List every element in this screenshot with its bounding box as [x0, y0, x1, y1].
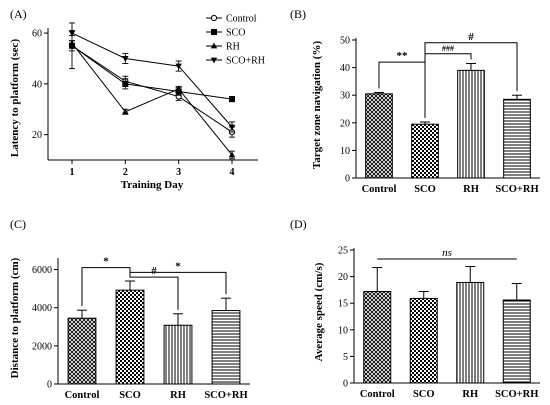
- significance-label: *: [175, 260, 181, 272]
- panel-a-xlabel: Training Day: [121, 179, 184, 191]
- panel-c-chart: 0 2000 4000 6000 Control SCO RH SCO+RH * # *: [32, 256, 250, 401]
- series-line: [71, 45, 233, 100]
- x-tick-label: RH: [463, 184, 479, 195]
- panel-b-ylabel: Target zone navigation (%): [311, 41, 323, 170]
- x-tick-label: 1: [70, 167, 75, 178]
- y-tick-label: 6000: [32, 265, 52, 276]
- x-tick-label: Control: [362, 184, 397, 195]
- bar: [456, 281, 485, 384]
- panel-d-chart: 0 5 10 15 20 25 Control SCO RH SCO+RH ns: [338, 246, 540, 400]
- data-point: [228, 124, 236, 131]
- x-tick-label: SCO+RH: [204, 390, 247, 401]
- bar: [409, 297, 438, 384]
- significance-label: **: [397, 50, 409, 62]
- x-tick-label: 3: [176, 167, 181, 178]
- data-point: [229, 96, 235, 103]
- y-tick-label: 10: [338, 325, 348, 336]
- x-tick-label: SCO: [119, 390, 141, 401]
- bar: [163, 324, 193, 385]
- y-tick-label: 5: [343, 352, 348, 363]
- x-tick-label: 4: [230, 167, 235, 178]
- panel-d-label: (D): [290, 217, 307, 231]
- bar: [365, 93, 393, 179]
- x-tick-label: SCO+RH: [495, 184, 538, 195]
- panel-a-series: [68, 22, 236, 160]
- x-tick-label: 2: [123, 167, 128, 178]
- y-tick-label: 25: [338, 246, 348, 257]
- series-line: [71, 32, 233, 128]
- legend-marker: [210, 14, 218, 22]
- legend-entry: SCO: [226, 28, 245, 39]
- panel-d-ylabel: Average speed (cm/s): [313, 262, 325, 361]
- bar: [503, 98, 531, 179]
- data-point: [122, 56, 129, 62]
- y-tick-label: 0: [345, 174, 350, 185]
- y-tick-label: 10: [340, 146, 350, 157]
- y-tick-label: 20: [338, 272, 348, 283]
- panel-d: (D) Average speed (cm/s) 0 5 10 15 20 25 Contr…: [290, 217, 540, 400]
- panel-c: (C) Distance to platform (cm) 0 2000 4000 6…: [9, 217, 250, 401]
- significance-label: #: [468, 31, 474, 43]
- x-tick-label: RH: [170, 390, 186, 401]
- y-tick-label: 40: [32, 79, 42, 90]
- x-tick-label: SCO: [413, 389, 435, 400]
- data-point: [122, 80, 129, 87]
- bar: [502, 299, 531, 384]
- significance-bracket: [129, 271, 227, 295]
- data-point: [175, 85, 182, 92]
- bar: [115, 289, 145, 385]
- x-tick-label: SCO+RH: [495, 389, 538, 400]
- panel-b: (B) Target zone navigation (%) 0 10 20 30 40…: [290, 7, 540, 195]
- legend-marker: [210, 57, 218, 64]
- panel-a-label: (A): [10, 7, 27, 21]
- bar: [411, 123, 439, 179]
- legend-marker: [210, 42, 218, 49]
- panel-c-label: (C): [10, 217, 26, 231]
- panel-a: (A) Latency to platform (sec) Training D…: [9, 7, 265, 191]
- significance-label: *: [103, 256, 109, 268]
- significance-label: ns: [442, 247, 452, 259]
- significance-bracket: [424, 42, 518, 118]
- data-point: [122, 108, 129, 115]
- panel-a-axes: 20 40 60 1 2 3 4: [32, 28, 258, 178]
- y-tick-label: 60: [32, 29, 42, 40]
- data-point: [68, 39, 76, 46]
- y-tick-label: 50: [340, 36, 350, 47]
- data-point: [228, 151, 236, 158]
- panel-c-ylabel: Distance to platform (cm): [9, 257, 21, 378]
- x-tick-label: RH: [462, 389, 478, 400]
- y-tick-label: 40: [340, 63, 350, 74]
- x-tick-label: Control: [65, 390, 100, 401]
- panel-a-ylabel: Latency to platform (sec): [9, 39, 21, 158]
- bar: [457, 69, 485, 179]
- y-tick-label: 30: [340, 91, 350, 102]
- y-tick-label: 15: [338, 299, 348, 310]
- x-tick-label: SCO: [414, 184, 436, 195]
- y-tick-label: 0: [47, 380, 52, 391]
- y-tick-label: 2000: [32, 341, 52, 352]
- data-point: [68, 30, 76, 37]
- legend-entry: Control: [226, 14, 257, 25]
- panel-b-label: (B): [290, 7, 306, 21]
- significance-bracket: [129, 276, 179, 310]
- significance-label: ###: [442, 44, 454, 53]
- y-tick-label: 0: [343, 379, 348, 390]
- bar: [363, 290, 392, 384]
- bar: [211, 310, 241, 385]
- significance-label: #: [151, 265, 157, 277]
- legend-entry: RH: [226, 42, 240, 53]
- series-line: [71, 45, 233, 133]
- data-point: [175, 63, 182, 70]
- legend: Control SCO RH SCO+RH: [206, 14, 265, 67]
- bar: [67, 317, 97, 385]
- series-line: [71, 42, 233, 156]
- legend-entry: SCO+RH: [226, 56, 265, 67]
- y-tick-label: 20: [32, 130, 42, 141]
- y-tick-label: 20: [340, 118, 350, 129]
- legend-marker: [211, 29, 217, 35]
- y-tick-label: 4000: [32, 303, 52, 314]
- x-tick-label: Control: [360, 389, 395, 400]
